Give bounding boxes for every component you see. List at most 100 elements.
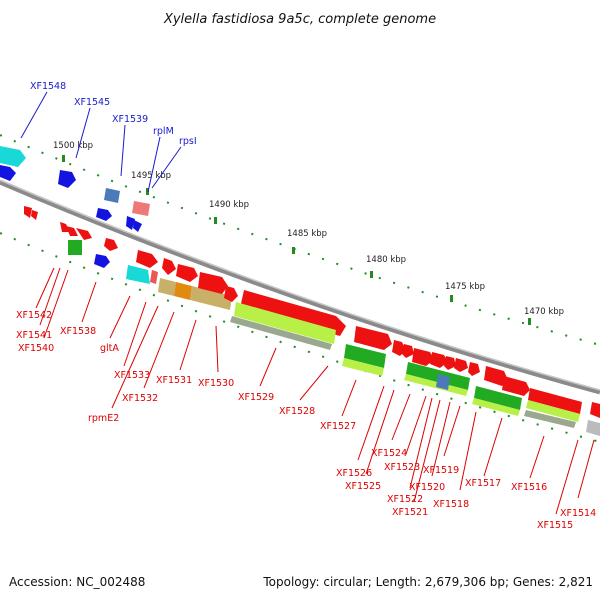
major-tick <box>292 247 295 254</box>
gene-feature <box>133 220 142 232</box>
gene-feature <box>136 250 158 268</box>
gene-label-lower: XF1527 <box>320 421 356 432</box>
gene-label-lower: XF1538 <box>60 326 96 337</box>
major-tick <box>370 271 373 278</box>
gene-label-lower: XF1514 <box>560 508 596 519</box>
gene-feature <box>94 254 110 268</box>
gene-feature <box>0 165 16 181</box>
gene-label-lower: XF1517 <box>465 478 501 489</box>
gene-label-lower: XF1515 <box>537 520 573 531</box>
label-leader-line <box>443 405 461 457</box>
major-tick <box>450 295 453 302</box>
gene-feature <box>150 270 158 284</box>
label-leader-line <box>43 269 69 339</box>
gene-label-upper: XF1539 <box>112 114 148 125</box>
topology-text: Topology: circular; Length: 2,679,306 bp… <box>262 575 593 589</box>
scale-arc-inner <box>0 232 600 443</box>
gene-label-lower: XF1526 <box>336 468 372 479</box>
gene-feature <box>104 238 118 251</box>
gene-label-lower: rpmE2 <box>88 413 119 424</box>
gene-feature <box>190 286 232 310</box>
gene-label-lower: XF1533 <box>114 370 150 381</box>
lower-labels: XF1542 XF1541 XF1540 XF1538 gltA XF1533 … <box>16 267 596 531</box>
genome-backbone <box>0 179 600 395</box>
scale-label: 1490 kbp <box>209 200 249 210</box>
gene-feature <box>528 388 582 414</box>
gene-feature <box>468 362 480 376</box>
major-ticks <box>62 155 531 325</box>
gene-feature <box>344 344 386 368</box>
label-leader-line <box>483 417 503 477</box>
gene-feature <box>132 201 150 216</box>
label-leader-line <box>529 435 545 479</box>
label-leader-line <box>111 305 159 409</box>
gene-feature <box>240 290 346 336</box>
gene-feature <box>76 228 92 240</box>
label-leader-line <box>365 389 395 475</box>
gene-label-lower: XF1524 <box>371 448 407 459</box>
label-leader-line <box>39 267 61 326</box>
gene-label-lower: XF1522 <box>387 494 423 505</box>
label-leader-line <box>405 395 427 455</box>
gene-feature <box>526 400 580 422</box>
scale-label: 1475 kbp <box>445 282 485 292</box>
gene-feature <box>474 386 522 410</box>
label-leader-line <box>259 347 277 387</box>
gene-label-lower: XF1532 <box>122 393 158 404</box>
gene-feature <box>484 366 508 386</box>
gene-feature <box>96 208 112 221</box>
gene-feature <box>0 146 26 167</box>
scale-arc-outer <box>0 134 600 346</box>
major-tick <box>62 155 65 162</box>
gene-feature <box>126 265 150 284</box>
label-leader-line <box>299 365 329 401</box>
accession-text: Accession: NC_002488 <box>9 575 145 589</box>
label-leader-line <box>81 281 97 323</box>
gene-feature <box>158 278 176 296</box>
gene-feature <box>104 188 120 203</box>
label-leader-line <box>577 439 595 499</box>
gene-label-lower: XF1525 <box>345 481 381 492</box>
label-leader-line <box>123 301 147 367</box>
label-leader-line <box>143 311 175 389</box>
label-leader-line <box>109 295 131 339</box>
gene-feature <box>224 286 238 302</box>
gene-label-lower: XF1516 <box>511 482 547 493</box>
gene-feature <box>412 348 434 366</box>
gene-label-lower: XF1518 <box>433 499 469 510</box>
gene-feature <box>68 240 82 255</box>
gene-feature <box>430 352 448 368</box>
label-leader-line <box>179 319 197 371</box>
gene-feature <box>590 402 600 418</box>
gene-feature <box>58 170 76 188</box>
major-tick <box>214 217 217 224</box>
label-leader-line <box>120 124 126 177</box>
gene-label-lower: XF1542 <box>16 310 52 321</box>
scale-labels: 1500 kbp 1495 kbp 1490 kbp 1485 kbp 1480… <box>53 141 564 317</box>
label-leader-line <box>215 325 219 373</box>
gene-feature <box>454 358 468 372</box>
major-tick <box>146 188 149 195</box>
scale-label: 1500 kbp <box>53 141 93 151</box>
label-leader-line <box>459 411 477 491</box>
label-leader-line <box>555 439 579 515</box>
gene-label-lower: XF1520 <box>409 482 445 493</box>
gene-feature <box>31 210 38 220</box>
label-leader-line <box>35 267 55 309</box>
label-leader-line <box>409 397 433 489</box>
gene-label-lower: XF1540 <box>18 343 54 354</box>
gene-feature <box>230 316 332 350</box>
gene-feature <box>404 374 468 396</box>
gene-label-upper: rplM <box>153 126 174 137</box>
genome-backbone-highlight <box>0 179 600 391</box>
gene-label-lower: XF1523 <box>384 462 420 473</box>
gene-feature <box>586 420 600 436</box>
gene-feature <box>174 282 192 300</box>
gene-feature <box>402 344 414 358</box>
upper-labels: XF1548 XF1545 XF1539 rplM rpsI <box>20 81 197 193</box>
upper-strand-features <box>0 146 150 232</box>
label-leader-line <box>341 379 357 417</box>
gene-feature <box>234 302 336 344</box>
gene-label-upper: XF1548 <box>30 81 66 92</box>
